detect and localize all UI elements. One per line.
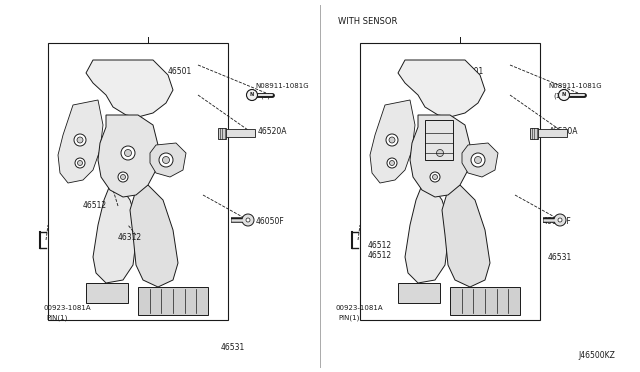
Text: 00923-1081A: 00923-1081A [335, 305, 383, 311]
Circle shape [75, 158, 85, 168]
Text: 00923-1081A: 00923-1081A [43, 305, 91, 311]
Circle shape [77, 160, 83, 166]
Text: 46531: 46531 [221, 343, 245, 353]
Bar [218, 128, 226, 138]
Text: J46500KZ: J46500KZ [578, 350, 615, 359]
Circle shape [390, 160, 394, 166]
Circle shape [563, 93, 566, 96]
Bar [537, 129, 567, 137]
Text: 46050F: 46050F [543, 218, 572, 227]
Text: 46512: 46512 [368, 241, 392, 250]
Polygon shape [398, 283, 440, 303]
Text: PIN(1): PIN(1) [338, 315, 360, 321]
Circle shape [247, 90, 257, 100]
Circle shape [471, 153, 485, 167]
Circle shape [433, 146, 447, 160]
Circle shape [387, 158, 397, 168]
Polygon shape [410, 115, 470, 197]
Polygon shape [98, 115, 158, 197]
Polygon shape [58, 100, 103, 183]
Text: 46531: 46531 [548, 253, 572, 263]
Polygon shape [150, 143, 186, 177]
Circle shape [125, 150, 131, 157]
Text: 46520A: 46520A [258, 126, 287, 135]
Circle shape [474, 157, 481, 164]
Text: N08911-1081G: N08911-1081G [255, 83, 308, 89]
Text: 46050F: 46050F [256, 218, 285, 227]
Circle shape [430, 172, 440, 182]
Text: (1): (1) [553, 93, 563, 99]
Circle shape [559, 90, 570, 100]
Bar [450, 287, 520, 315]
Text: 46512: 46512 [83, 202, 107, 211]
Text: WITH SENSOR: WITH SENSOR [338, 17, 397, 26]
Polygon shape [398, 60, 485, 117]
Circle shape [433, 174, 438, 180]
Circle shape [118, 172, 128, 182]
Circle shape [554, 214, 566, 226]
Circle shape [163, 157, 170, 164]
Polygon shape [405, 183, 450, 283]
Circle shape [77, 137, 83, 143]
Text: (1): (1) [260, 93, 270, 99]
Circle shape [74, 134, 86, 146]
Circle shape [246, 90, 257, 100]
Polygon shape [86, 60, 173, 117]
Circle shape [559, 90, 569, 100]
Circle shape [242, 214, 254, 226]
Text: N08911-1081G: N08911-1081G [548, 83, 602, 89]
Text: N: N [562, 93, 566, 97]
Bar [530, 128, 538, 138]
Bar [225, 129, 255, 137]
Polygon shape [86, 283, 128, 303]
Text: 46312: 46312 [118, 232, 142, 241]
Polygon shape [370, 100, 415, 183]
Polygon shape [442, 185, 490, 287]
Text: 46501: 46501 [460, 67, 484, 77]
Polygon shape [93, 183, 138, 283]
Circle shape [159, 153, 173, 167]
Text: 46501: 46501 [168, 67, 192, 77]
Circle shape [436, 150, 444, 157]
Circle shape [386, 134, 398, 146]
Circle shape [389, 137, 395, 143]
Text: N: N [250, 93, 254, 97]
Bar [138, 287, 208, 315]
Polygon shape [462, 143, 498, 177]
Bar [425, 120, 453, 160]
Text: PIN(1): PIN(1) [46, 315, 67, 321]
Circle shape [558, 218, 562, 222]
Circle shape [120, 174, 125, 180]
Text: 46520A: 46520A [549, 126, 579, 135]
Polygon shape [130, 185, 178, 287]
Circle shape [246, 218, 250, 222]
Circle shape [121, 146, 135, 160]
Circle shape [250, 93, 253, 96]
Text: 46512: 46512 [368, 251, 392, 260]
